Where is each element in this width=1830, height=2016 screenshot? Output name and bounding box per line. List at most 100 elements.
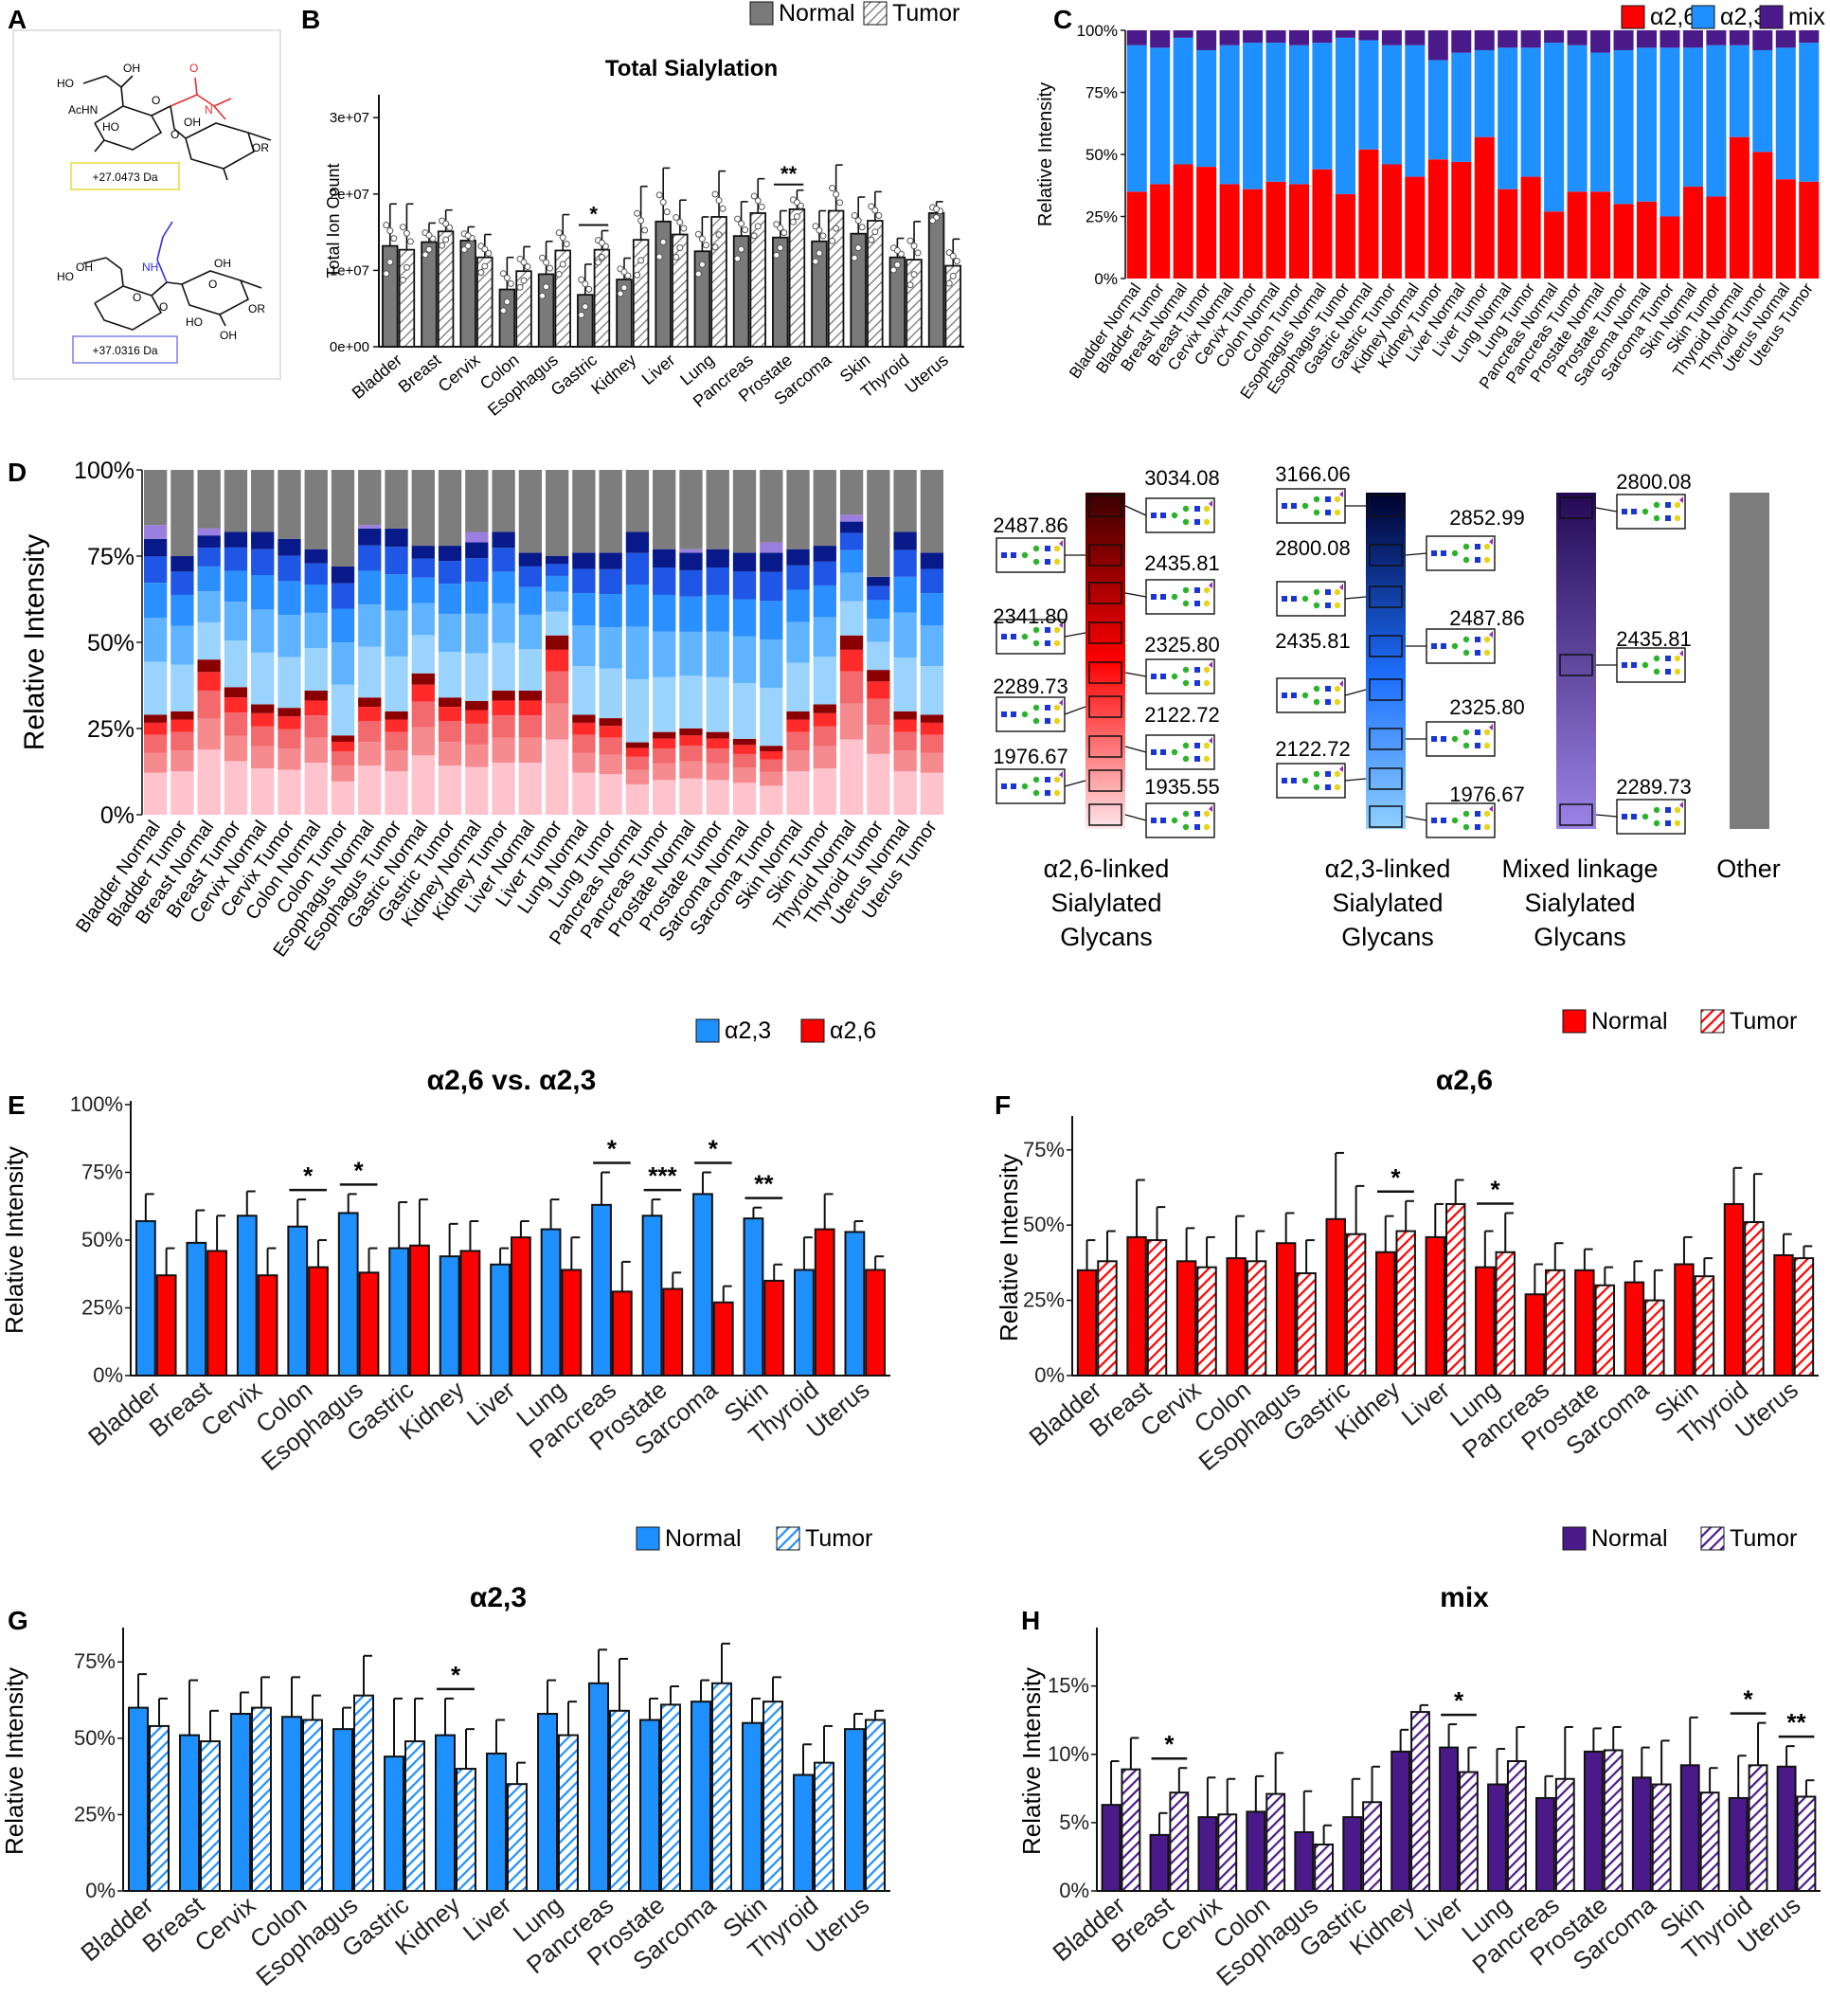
glycan-mass-label: 2435.81 <box>1144 551 1220 575</box>
y-axis-label: Relative Intensity <box>1017 1667 1046 1855</box>
stack-segment-a26 <box>572 752 596 773</box>
stack-segment-other <box>839 470 864 515</box>
glycan-structure-box <box>1145 579 1215 615</box>
mass-label-2: +37.0316 Da <box>92 344 157 357</box>
stack-segment-a23 <box>304 648 328 691</box>
stack-segment-a23 <box>251 549 275 576</box>
bar-normal <box>811 240 828 348</box>
data-point <box>858 224 866 231</box>
stack-segment-a23 <box>893 576 917 613</box>
glycan-residue <box>1431 818 1437 823</box>
glycan-leader-line <box>1064 632 1086 638</box>
stack-segment-a23 <box>839 549 864 573</box>
glycan-residue <box>1209 737 1212 744</box>
bar-tumor <box>1694 1275 1715 1377</box>
stack-segment--2-3 <box>1544 43 1565 212</box>
data-point <box>582 280 589 288</box>
stack-segment-other <box>920 470 944 553</box>
stack-segment-mix <box>1265 30 1286 44</box>
stack-segment-a26 <box>760 771 783 786</box>
glycan-residue <box>1182 755 1190 763</box>
stack-segment-a26 <box>732 783 757 815</box>
stack-segment-a23 <box>197 548 221 567</box>
stack-segment-a23 <box>653 594 676 632</box>
stack-segment-a26 <box>224 687 248 698</box>
stack-segment--2-3 <box>1775 47 1796 180</box>
stack-segment-a26 <box>867 753 890 815</box>
legend-normal-label: Normal <box>1591 1525 1668 1552</box>
stack-segment-a26 <box>893 750 917 772</box>
stack-segment-a26 <box>304 762 328 815</box>
glycan-residue <box>1171 817 1178 824</box>
stack-segment-a23 <box>867 619 890 642</box>
stack-segment-a23 <box>653 676 676 732</box>
stack-segment-a26 <box>224 697 248 713</box>
glycan-residue <box>1182 823 1190 831</box>
stack-segment-a23 <box>492 603 515 643</box>
bar-tumor <box>1644 1299 1665 1377</box>
data-point <box>663 208 671 216</box>
y-tick-label: 10% <box>1048 1742 1089 1766</box>
stack-segment-a26 <box>358 707 382 721</box>
bar--2-3 <box>186 1241 207 1377</box>
bar-tumor <box>1793 1257 1815 1377</box>
stack-segment-mix <box>1150 30 1171 48</box>
atom-label: HO <box>186 315 203 329</box>
bar-normal <box>732 235 750 348</box>
bar--2-6 <box>712 1301 734 1377</box>
stack-segment-a23 <box>492 571 515 603</box>
stack-segment-a26 <box>813 712 836 727</box>
stack-segment-a26 <box>867 681 890 699</box>
stack-segment-a26 <box>679 735 703 747</box>
bar-tumor <box>1146 1239 1168 1377</box>
glycan-residue <box>1203 810 1211 818</box>
bar-tumor <box>711 1682 732 1893</box>
y-tick-label: 0% <box>1034 1363 1065 1387</box>
bar-tumor <box>1445 1202 1466 1377</box>
stack-segment--2-6 <box>1706 196 1727 279</box>
stack-segment--2-6 <box>1288 184 1310 279</box>
stack-segment-a23 <box>813 561 836 585</box>
bar-tumor <box>1246 1260 1267 1377</box>
data-point <box>582 303 589 311</box>
glycan-structure-box <box>1426 535 1496 571</box>
data-point <box>889 266 897 274</box>
data-point <box>446 224 454 231</box>
data-point <box>507 279 514 287</box>
stack-segment-a23 <box>143 583 168 619</box>
data-point <box>634 271 641 279</box>
atom-label: HO <box>102 120 119 134</box>
stack-segment-a23 <box>732 552 757 572</box>
glycan-residue <box>1203 823 1211 831</box>
data-point <box>910 271 918 279</box>
bar--2-6 <box>206 1250 227 1377</box>
bar-tumor <box>404 1740 425 1893</box>
bar--2-3 <box>337 1212 359 1377</box>
bar-normal <box>927 212 945 348</box>
stack-segment-a23 <box>732 682 757 739</box>
stack-segment-mix <box>1520 30 1541 48</box>
legend-normal-label: Normal <box>1591 1008 1668 1035</box>
data-point <box>933 206 941 213</box>
glycan-residue <box>1209 582 1212 588</box>
bar--2-3 <box>388 1247 410 1377</box>
glycan-residue <box>1674 655 1681 662</box>
stack-segment-a26 <box>411 684 435 702</box>
stack-segment--2-3 <box>1799 43 1820 182</box>
stack-segment-a26 <box>385 719 408 732</box>
stack-segment-a23 <box>732 571 757 600</box>
stack-segment--2-6 <box>1752 152 1773 279</box>
data-point <box>659 239 667 246</box>
glycan-residue <box>1045 705 1050 711</box>
stack-segment-a26 <box>170 719 194 732</box>
data-point <box>634 209 641 217</box>
chart-title: Total Sialylation <box>605 56 778 81</box>
stack-segment-a23 <box>385 547 408 575</box>
bar-normal <box>1425 1235 1445 1377</box>
glycan-residue <box>1489 724 1493 730</box>
y-tick-label: 5% <box>1059 1810 1089 1834</box>
y-tick-label: 100% <box>74 458 135 484</box>
glycan-residue <box>1291 503 1297 509</box>
data-point <box>738 245 745 253</box>
glycan-residue <box>1160 594 1166 600</box>
